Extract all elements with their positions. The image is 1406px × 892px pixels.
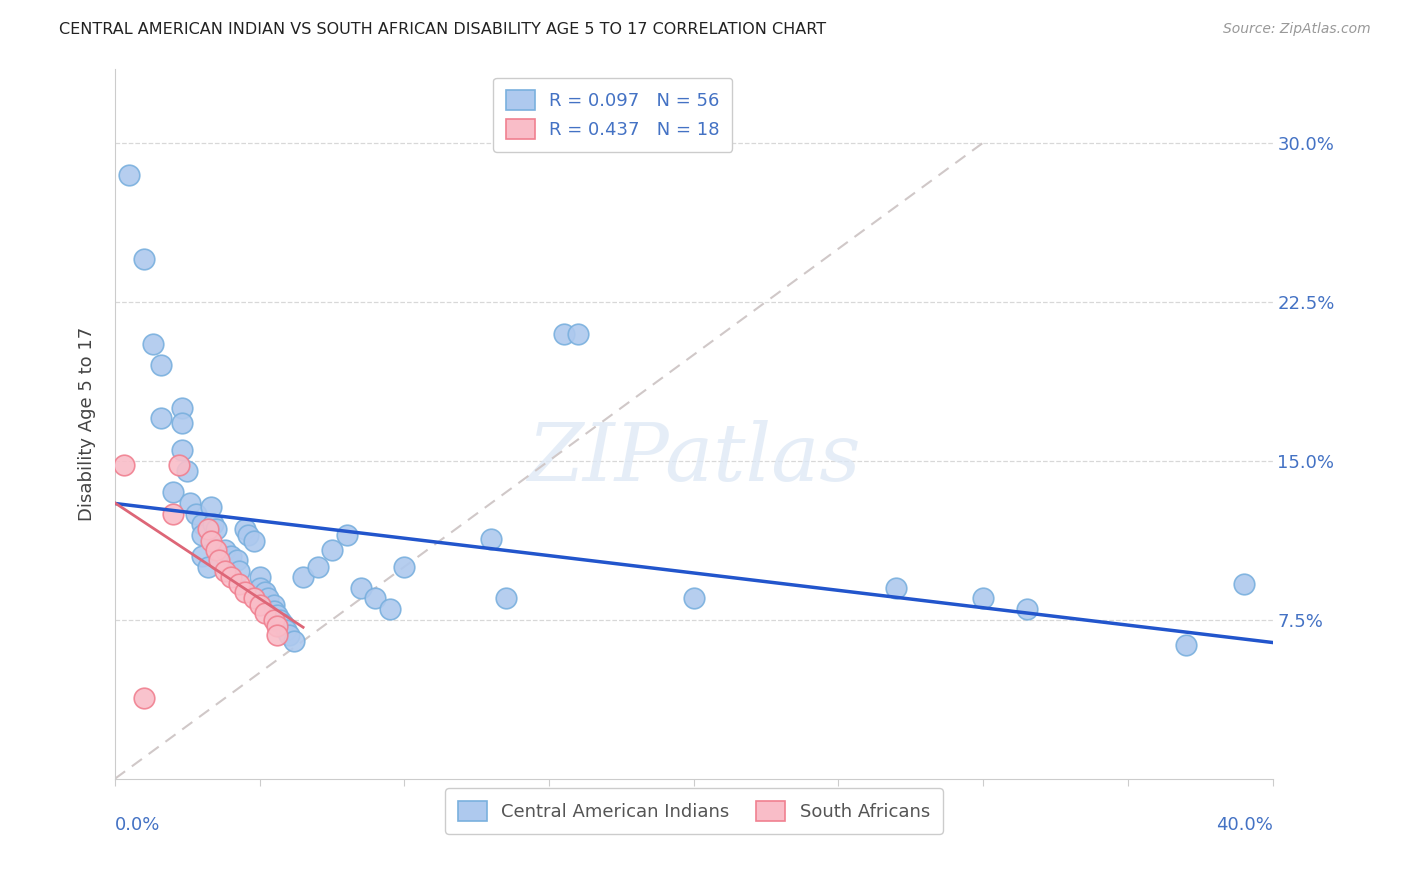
Point [118,168,141,182]
Point [266,619,288,633]
Point [479,532,502,546]
Point [228,576,250,591]
Point [307,559,329,574]
Point [266,627,288,641]
Point [112,458,135,472]
Point [179,496,201,510]
Point [567,326,589,341]
Point [1015,602,1038,616]
Point [972,591,994,606]
Point [277,627,299,641]
Point [191,528,214,542]
Point [225,553,247,567]
Point [170,416,193,430]
Point [243,591,266,606]
Point [263,598,285,612]
Point [132,691,155,706]
Point [176,464,198,478]
Point [1232,576,1254,591]
Point [1174,638,1197,652]
Point [205,542,228,557]
Point [162,485,184,500]
Y-axis label: Disability Age 5 to 17: Disability Age 5 to 17 [79,326,96,521]
Point [274,624,297,638]
Point [205,522,228,536]
Point [553,326,575,341]
Point [191,549,214,563]
Point [214,542,236,557]
Point [150,411,173,425]
Point [170,443,193,458]
Point [283,633,305,648]
Point [335,528,357,542]
Point [394,559,416,574]
Text: ZIPatlas: ZIPatlas [527,420,860,498]
Point [236,528,259,542]
Point [219,549,242,563]
Text: Source: ZipAtlas.com: Source: ZipAtlas.com [1223,22,1371,37]
Point [167,458,190,472]
Point [214,564,236,578]
Point [249,570,271,584]
Point [249,581,271,595]
Point [378,602,401,616]
Point [233,585,256,599]
Point [142,337,165,351]
Point [263,604,285,618]
Point [254,585,277,599]
Point [292,570,315,584]
Point [202,517,225,532]
Point [243,534,266,549]
Point [886,581,908,595]
Point [162,507,184,521]
Point [364,591,387,606]
Point [200,534,222,549]
Text: 40.0%: 40.0% [1216,815,1272,834]
Point [350,581,373,595]
Point [254,607,277,621]
Point [219,570,242,584]
Point [266,608,288,623]
Point [132,252,155,267]
Text: 0.0%: 0.0% [115,815,160,834]
Point [271,616,294,631]
Point [495,591,517,606]
Point [257,591,280,606]
Point [263,613,285,627]
Point [197,559,219,574]
Point [197,522,219,536]
Point [233,522,256,536]
Point [170,401,193,415]
Point [200,500,222,515]
Point [150,359,173,373]
Point [249,598,271,612]
Point [191,517,214,532]
Point [184,507,207,521]
Point [321,542,343,557]
Point [682,591,704,606]
Point [269,613,291,627]
Legend: Central American Indians, South Africans: Central American Indians, South Africans [446,789,942,833]
Text: CENTRAL AMERICAN INDIAN VS SOUTH AFRICAN DISABILITY AGE 5 TO 17 CORRELATION CHAR: CENTRAL AMERICAN INDIAN VS SOUTH AFRICAN… [59,22,827,37]
Point [208,553,231,567]
Point [228,564,250,578]
